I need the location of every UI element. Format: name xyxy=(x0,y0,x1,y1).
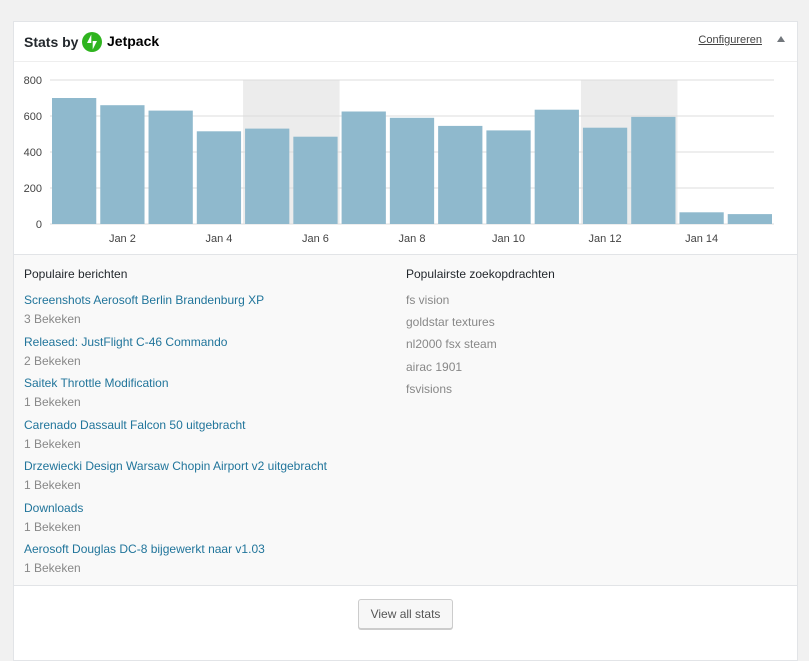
popular-searches-list: fs vision goldstar textures nl2000 fsx ste… xyxy=(406,292,497,403)
popular-posts-heading: Populaire berichten xyxy=(24,267,128,281)
list-item: Carenado Dassault Falcon 50 uitgebracht 1… xyxy=(24,417,404,459)
chart-bar xyxy=(148,110,193,224)
jetpack-logo-icon xyxy=(82,32,102,52)
x-tick-label: Jan 4 xyxy=(205,233,232,245)
x-tick-label: Jan 2 xyxy=(109,233,136,245)
jetpack-brand: Jetpack xyxy=(107,33,160,49)
list-item: Aerosoft Douglas DC-8 bijgewerkt naar v1… xyxy=(24,541,404,583)
list-item: Screenshots Aerosoft Berlin Brandenburg … xyxy=(24,292,404,334)
popular-searches-heading: Populairste zoekopdrachten xyxy=(406,267,555,281)
post-views: 1 Bekeken xyxy=(24,561,81,575)
configure-link[interactable]: Configureren xyxy=(698,34,762,46)
chart-bar xyxy=(486,130,531,224)
search-term: fsvisions xyxy=(406,381,453,396)
view-all-stats-button[interactable]: View all stats xyxy=(358,599,453,629)
x-tick-label: Jan 8 xyxy=(399,233,426,245)
stats-lists: Populaire berichten Screenshots Aerosoft… xyxy=(14,255,797,586)
chart-bar xyxy=(679,212,724,224)
chart-bar xyxy=(293,136,338,224)
search-term: airac 1901 xyxy=(406,359,463,374)
x-tick-label: Jan 6 xyxy=(302,233,329,245)
y-tick-label: 0 xyxy=(36,219,42,231)
post-views: 2 Bekeken xyxy=(24,353,81,368)
widget-header: Stats by Jetpack Configureren xyxy=(14,22,797,62)
y-tick-label: 800 xyxy=(24,75,42,87)
collapse-toggle-icon[interactable] xyxy=(777,36,785,42)
post-views: 1 Bekeken xyxy=(24,395,81,409)
list-item: Downloads 1 Bekeken xyxy=(24,500,404,542)
chart-bar xyxy=(245,128,290,224)
chart-divider xyxy=(14,254,797,255)
post-title-link[interactable]: Released: JustFlight C-46 Commando xyxy=(24,334,228,349)
chart-bar xyxy=(534,109,579,224)
list-item: Saitek Throttle Modification 1 Bekeken xyxy=(24,375,404,417)
post-title-link[interactable]: Aerosoft Douglas DC-8 bijgewerkt naar v1… xyxy=(24,542,265,556)
search-term: fs vision xyxy=(406,293,450,307)
y-tick-label: 600 xyxy=(24,111,42,123)
post-title-link[interactable]: Carenado Dassault Falcon 50 uitgebracht xyxy=(24,417,246,432)
chart-bar xyxy=(341,111,386,224)
chart-bar xyxy=(52,98,97,224)
views-chart: 0 200 400 600 800 Jan 2 Jan 4 Jan 6 Jan 8 Jan 10 J… xyxy=(14,62,797,254)
list-item: Released: JustFlight C-46 Commando 2 Beke… xyxy=(24,334,404,376)
chart-bar xyxy=(727,214,772,224)
post-title-link[interactable]: Drzewiecki Design Warsaw Chopin Airport … xyxy=(24,459,328,473)
jetpack-stats-widget: Stats by Jetpack Configureren 0 200 400 600… xyxy=(13,21,798,661)
post-views: 3 Bekeken xyxy=(24,312,81,326)
x-tick-label: Jan 12 xyxy=(589,233,622,245)
chart-bar xyxy=(438,125,483,224)
x-tick-label: Jan 14 xyxy=(685,233,718,245)
y-tick-label: 200 xyxy=(24,183,42,195)
search-term: nl2000 fsx steam xyxy=(406,337,497,352)
chart-bar xyxy=(196,131,242,224)
x-tick-label: Jan 10 xyxy=(492,233,525,245)
chart-bar xyxy=(389,117,435,224)
post-views: 1 Bekeken xyxy=(24,519,81,534)
chart-bar xyxy=(631,116,676,224)
views-chart-svg: 0 200 400 600 800 Jan 2 Jan 4 Jan 6 Jan 8 Jan 10 J… xyxy=(24,75,774,245)
chart-bar xyxy=(100,105,145,224)
popular-posts-list: Screenshots Aerosoft Berlin Brandenburg … xyxy=(24,292,404,583)
post-views: 1 Bekeken xyxy=(24,436,81,451)
y-tick-label: 400 xyxy=(24,147,42,159)
list-item: Drzewiecki Design Warsaw Chopin Airport … xyxy=(24,458,404,500)
search-term: goldstar textures xyxy=(406,315,495,330)
widget-title: Stats by xyxy=(24,34,79,50)
post-views: 1 Bekeken xyxy=(24,478,81,492)
post-title-link[interactable]: Saitek Throttle Modification xyxy=(24,376,169,390)
post-title-link[interactable]: Screenshots Aerosoft Berlin Brandenburg … xyxy=(24,293,265,307)
post-title-link[interactable]: Downloads xyxy=(24,500,84,515)
chart-bar xyxy=(582,127,628,224)
